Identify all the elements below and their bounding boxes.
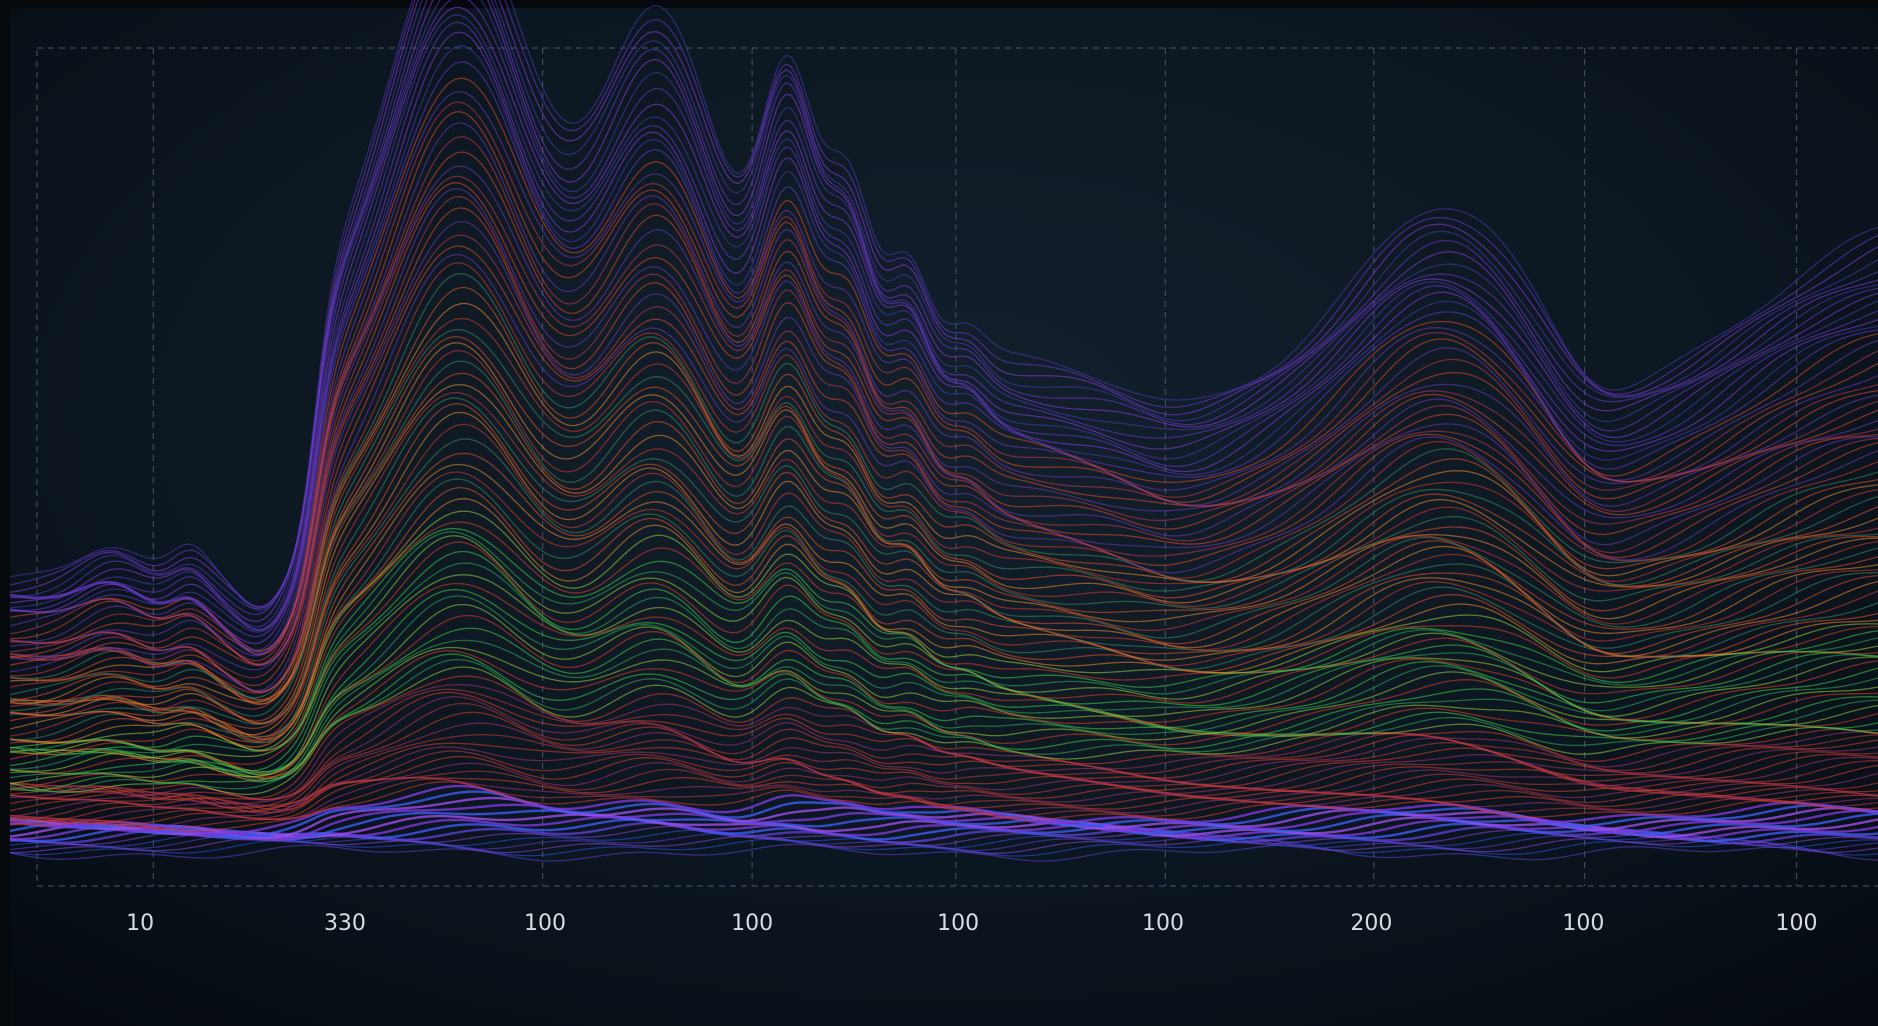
x-axis-label: 100	[937, 911, 979, 936]
x-axis-label: 100	[1776, 911, 1818, 936]
x-axis-label: 100	[1562, 911, 1604, 936]
chart: 10 330 100 100 100 100 200 100 100	[0, 0, 1878, 1026]
x-axis-label: 100	[524, 911, 566, 936]
x-axis-label: 100	[1142, 911, 1184, 936]
page: 10330100100100100200100100 (() => { cons…	[0, 0, 1878, 1026]
x-axis-label: 330	[324, 911, 366, 936]
background	[10, 8, 1878, 1026]
x-axis-label: 200	[1350, 911, 1392, 936]
x-axis-label: 10	[126, 911, 154, 936]
x-axis-label: 100	[731, 911, 773, 936]
